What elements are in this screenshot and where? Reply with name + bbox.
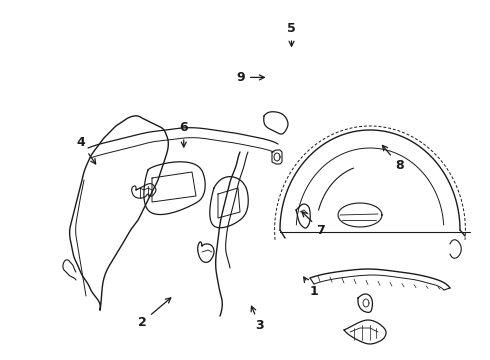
Text: 1: 1 <box>304 277 318 298</box>
Text: 4: 4 <box>76 136 96 164</box>
Text: 7: 7 <box>302 212 325 237</box>
Text: 6: 6 <box>179 121 188 147</box>
Text: 3: 3 <box>251 306 264 332</box>
Text: 2: 2 <box>138 298 171 329</box>
Text: 9: 9 <box>236 71 264 84</box>
Text: 5: 5 <box>287 22 296 46</box>
Text: 8: 8 <box>382 145 404 172</box>
